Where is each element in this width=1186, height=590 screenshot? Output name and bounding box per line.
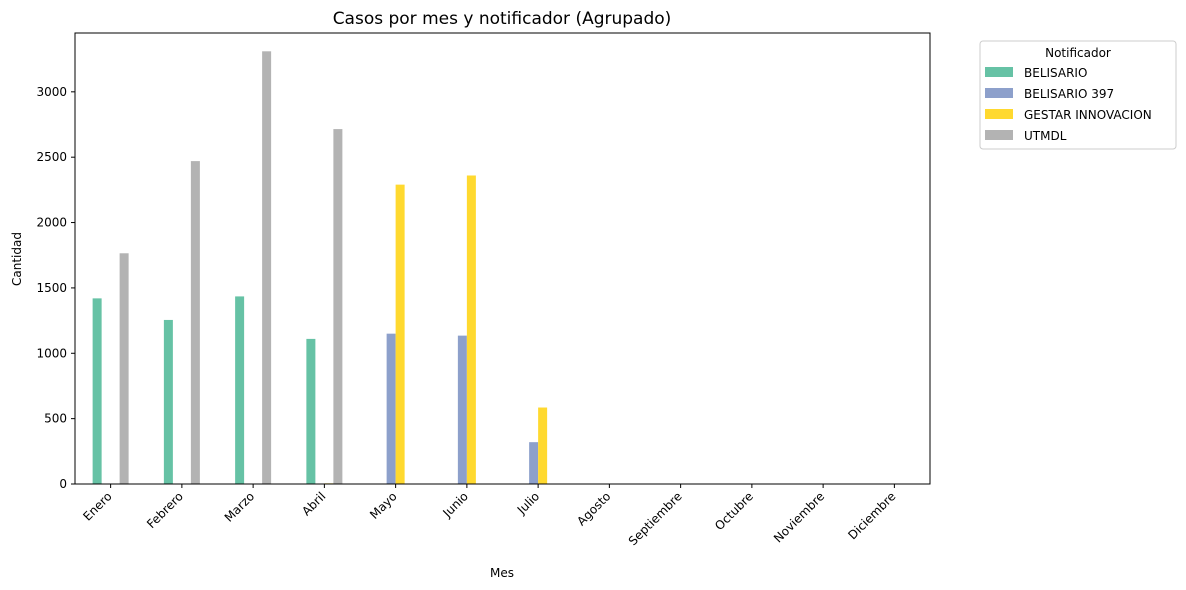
legend: Notificador BELISARIO BELISARIO 397 GESTAR… [979, 40, 1177, 150]
bar [466, 175, 476, 484]
x-tick-label: Marzo [222, 489, 258, 525]
y-axis-label: Cantidad [10, 232, 24, 286]
bar [386, 333, 396, 484]
x-tick-label: Febrero [144, 489, 186, 531]
bar [538, 407, 548, 484]
legend-frame [979, 40, 1177, 150]
bar [119, 253, 129, 484]
legend-items: BELISARIO BELISARIO 397 GESTAR INNOVACION U… [985, 66, 1152, 143]
x-tick-label: Diciembre [845, 489, 898, 542]
x-tick-label: Junio [440, 489, 471, 520]
x-tick-label: Julio [514, 489, 542, 517]
legend-entry: BELISARIO 397 [1024, 87, 1114, 101]
y-tick-label: 500 [44, 412, 67, 426]
x-axis-label: Mes [490, 566, 514, 580]
x-tick-label: Mayo [367, 489, 400, 522]
y-tick-label: 2000 [36, 216, 67, 230]
x-tick-label: Enero [80, 489, 114, 523]
legend-swatch [985, 130, 1013, 140]
plot-area: 0 500 1000 1500 2000 2500 3000 Enero Febrero Marz… [36, 32, 931, 548]
x-tick-label: Abril [299, 489, 328, 518]
legend-title: Notificador [1045, 46, 1111, 60]
y-tick-label: 0 [59, 477, 67, 491]
bar [235, 296, 245, 484]
bar [529, 442, 539, 484]
y-tick-label: 3000 [36, 85, 67, 99]
chart-title: Casos por mes y notificador (Agrupado) [333, 9, 672, 29]
bar [457, 335, 467, 484]
bar [262, 51, 272, 484]
bar [306, 338, 316, 484]
bar [190, 161, 200, 484]
x-tick-label: Agosto [574, 489, 613, 528]
bar [163, 319, 173, 484]
plot-frame [74, 32, 931, 485]
legend-entry: GESTAR INNOVACION [1024, 108, 1152, 122]
x-tick-label: Septiembre [626, 489, 685, 548]
y-tick-label: 1500 [36, 281, 67, 295]
x-tick-label: Octubre [712, 489, 756, 533]
y-tick-label: 2500 [36, 150, 67, 164]
x-tick-label: Noviembre [771, 489, 827, 545]
legend-swatch [985, 109, 1013, 119]
y-tick-label: 1000 [36, 346, 67, 360]
legend-swatch [985, 67, 1013, 77]
bar [395, 184, 405, 485]
legend-entry: UTMDL [1024, 129, 1067, 143]
bar [333, 129, 343, 484]
legend-entry: BELISARIO [1024, 66, 1087, 80]
bar [92, 298, 102, 484]
legend-swatch [985, 88, 1013, 98]
